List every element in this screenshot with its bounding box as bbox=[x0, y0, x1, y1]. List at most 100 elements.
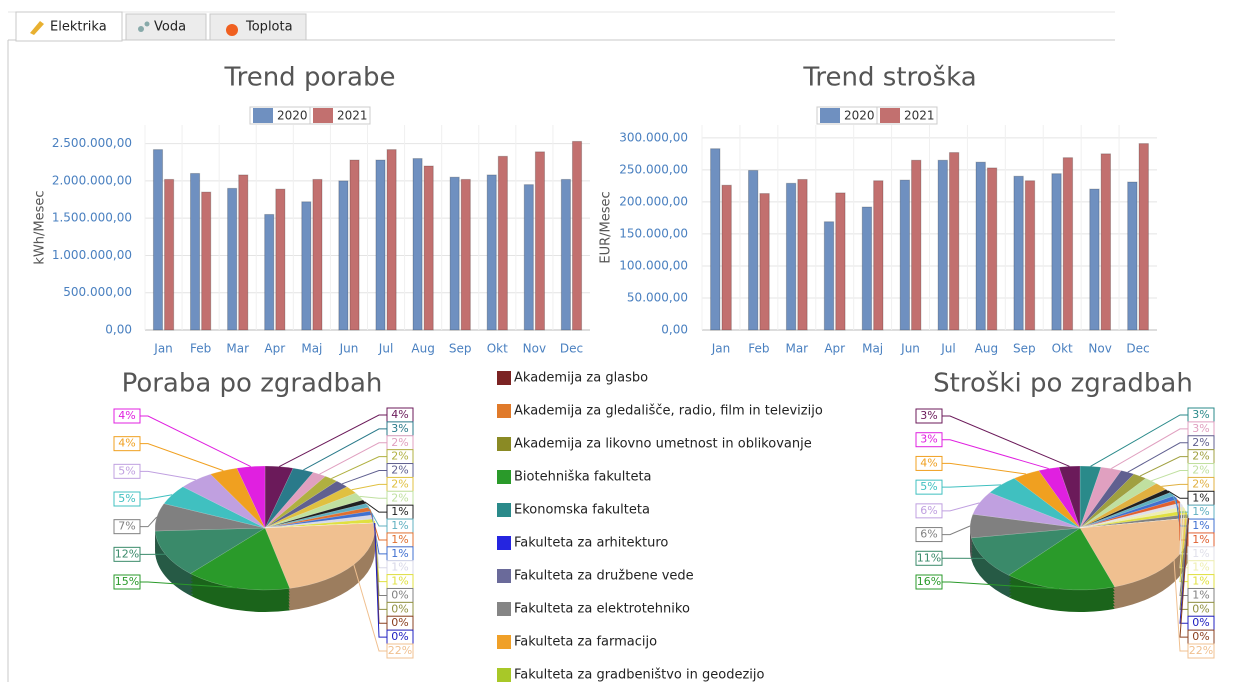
legend-swatch bbox=[497, 668, 511, 682]
x-tick-label: Mar bbox=[785, 342, 808, 356]
tab-box bbox=[15, 11, 123, 42]
tab-label: Elektrika bbox=[50, 20, 107, 35]
label-box bbox=[113, 491, 141, 507]
pie-slice bbox=[1013, 470, 1081, 529]
data-label: 7% bbox=[118, 520, 135, 533]
x-tick-label: Jul bbox=[940, 342, 955, 356]
data-label: 2% bbox=[1192, 436, 1209, 449]
pie-slice bbox=[163, 486, 266, 529]
legend-swatch bbox=[497, 602, 511, 616]
pie-slice bbox=[264, 486, 357, 529]
data-label: 2% bbox=[391, 436, 408, 449]
leader-line bbox=[140, 516, 158, 528]
legend-swatch bbox=[820, 108, 840, 123]
x-tick-label: Jan bbox=[711, 342, 731, 356]
leader-line bbox=[1127, 442, 1188, 473]
leader-line bbox=[1161, 483, 1188, 487]
data-label: 0% bbox=[391, 588, 408, 601]
bar bbox=[823, 221, 835, 331]
data-label: 1% bbox=[1192, 547, 1209, 560]
pie-slice bbox=[264, 499, 367, 529]
leader-line bbox=[359, 495, 387, 499]
legend-label: 2021 bbox=[337, 109, 368, 123]
x-tick-label: Sep bbox=[1013, 342, 1036, 356]
data-label: 3% bbox=[1192, 422, 1209, 435]
legend-label: Akademija za likovno umetnost in oblikov… bbox=[514, 437, 812, 452]
pie-slice bbox=[971, 527, 1081, 576]
leader-line bbox=[140, 443, 224, 472]
tab[interactable]: Elektrika bbox=[15, 11, 123, 42]
data-label: 11% bbox=[917, 551, 941, 564]
leader-line bbox=[1173, 560, 1188, 652]
leader-line bbox=[942, 484, 1002, 488]
data-label: 1% bbox=[1192, 588, 1209, 601]
data-label: 5% bbox=[118, 464, 135, 477]
bar bbox=[190, 172, 201, 331]
chart-title: Trend stroška bbox=[802, 63, 976, 93]
bar bbox=[785, 182, 797, 331]
pie-slice bbox=[972, 492, 1081, 529]
tab-icon bbox=[30, 21, 44, 35]
bar bbox=[412, 158, 423, 331]
leader-line bbox=[942, 502, 980, 512]
label-box bbox=[386, 643, 414, 659]
y-tick-label: 0,00 bbox=[105, 323, 132, 337]
tab-box bbox=[209, 13, 307, 41]
bar bbox=[349, 159, 360, 331]
x-tick-label: Sep bbox=[449, 342, 472, 356]
legend-swatch bbox=[497, 371, 511, 385]
y-tick-label: 2.500.000,00 bbox=[52, 136, 132, 150]
data-label: 22% bbox=[388, 644, 412, 657]
x-tick-label: Nov bbox=[1088, 342, 1111, 356]
leader-line bbox=[942, 439, 1049, 470]
tab[interactable]: Toplota bbox=[209, 13, 307, 41]
x-tick-label: Okt bbox=[487, 342, 508, 356]
label-box bbox=[113, 574, 141, 590]
data-label: 1% bbox=[391, 561, 408, 574]
x-tick-label: Aug bbox=[975, 342, 998, 356]
bar bbox=[301, 201, 312, 331]
bar bbox=[1062, 157, 1074, 331]
y-tick-label: 1.500.000,00 bbox=[52, 211, 132, 225]
x-tick-label: Dec bbox=[560, 342, 583, 356]
data-label: 4% bbox=[118, 437, 135, 450]
bar bbox=[835, 192, 846, 331]
leader-line bbox=[341, 470, 387, 485]
x-tick-label: Maj bbox=[301, 342, 322, 356]
x-tick-label: Apr bbox=[824, 342, 845, 356]
bar bbox=[759, 193, 770, 331]
data-label: 0% bbox=[391, 616, 408, 629]
data-label: 1% bbox=[1192, 561, 1209, 574]
y-tick-label: 150.000,00 bbox=[619, 226, 688, 240]
pie-slice bbox=[264, 475, 338, 529]
pie-slice bbox=[989, 478, 1081, 529]
x-tick-label: Jun bbox=[339, 342, 359, 356]
bar bbox=[937, 159, 948, 331]
x-tick-label: Jan bbox=[153, 342, 173, 356]
data-label: 0% bbox=[391, 602, 408, 615]
bar bbox=[571, 140, 583, 331]
leader-line bbox=[364, 501, 387, 513]
data-label: 3% bbox=[920, 433, 937, 446]
x-tick-label: Apr bbox=[264, 342, 285, 356]
pie-slice bbox=[1008, 527, 1116, 591]
data-label: 1% bbox=[1192, 575, 1209, 588]
bar bbox=[423, 165, 434, 331]
legend-swatch bbox=[497, 470, 511, 484]
bar bbox=[1024, 180, 1036, 331]
label-box bbox=[915, 408, 943, 424]
y-axis-title: EUR/Mesec bbox=[599, 191, 614, 263]
data-label: 1% bbox=[1192, 505, 1209, 518]
bar bbox=[375, 159, 386, 331]
leader-line bbox=[374, 522, 387, 638]
tab[interactable]: Voda bbox=[125, 13, 207, 41]
legend-swatch bbox=[497, 536, 511, 550]
legend-label: Biotehniška fakulteta bbox=[514, 470, 652, 485]
data-label: 6% bbox=[920, 504, 937, 517]
leader-line bbox=[278, 414, 387, 467]
leader-line bbox=[1179, 512, 1188, 583]
bar bbox=[899, 179, 911, 331]
chart-title: Poraba po zgradbah bbox=[122, 369, 383, 399]
data-label: 2% bbox=[1192, 477, 1209, 490]
